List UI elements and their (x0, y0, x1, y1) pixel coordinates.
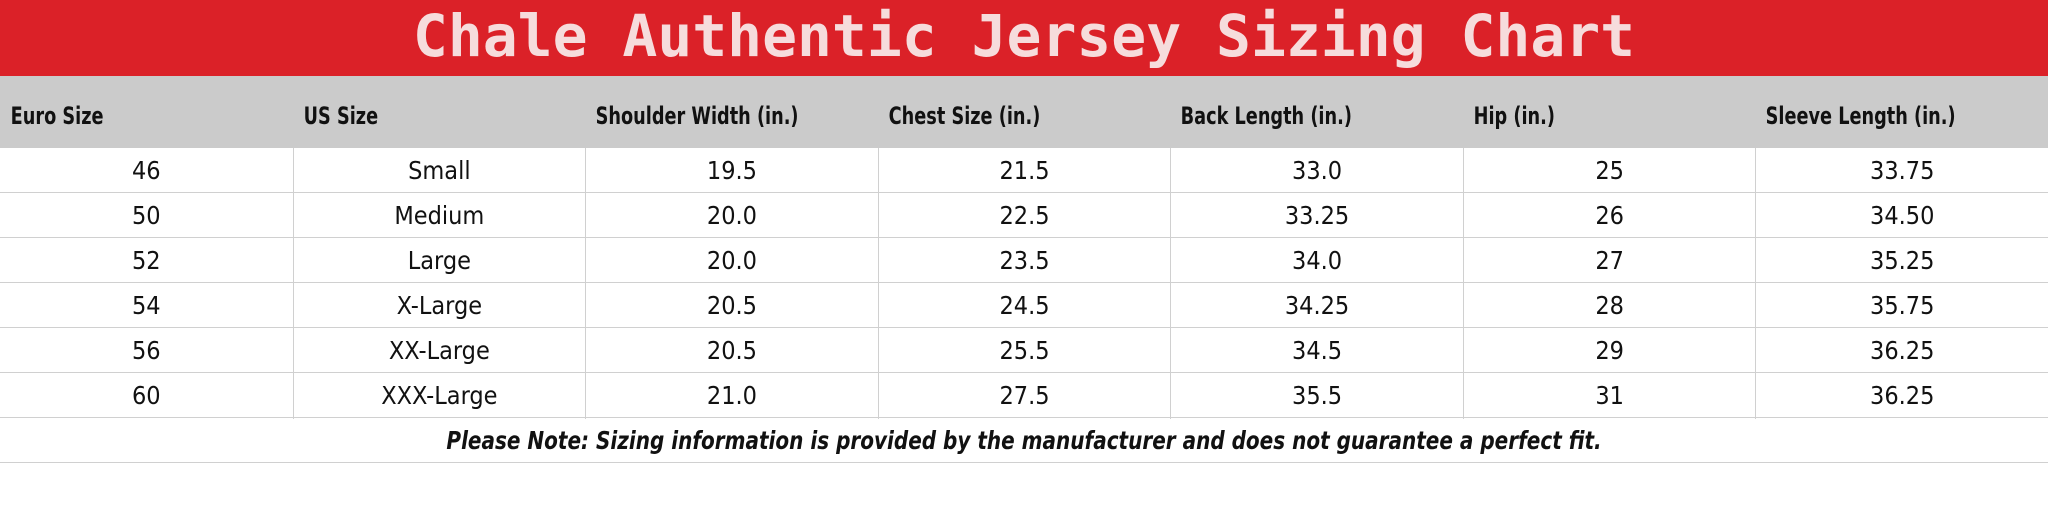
table-row: 46 Small 19.5 21.5 33.0 25 33.75 (0, 148, 2048, 194)
cell: X-Large (292, 283, 586, 329)
cell: 34.5 (1170, 328, 1463, 374)
cell: 33.25 (1170, 193, 1463, 239)
cell: 36.25 (1755, 373, 2048, 419)
title: Chale Authentic Jersey Sizing Chart (0, 0, 2048, 76)
table-row: 60 XXX-Large 21.0 27.5 35.5 31 36.25 (0, 373, 2048, 419)
cell: 33.75 (1755, 148, 2048, 194)
cell: 46 (131, 156, 161, 185)
cell: 25.5 (877, 328, 1171, 374)
table-row: 52 Large 20.0 23.5 34.0 27 35.25 (0, 238, 2048, 284)
cell: 28 (1462, 283, 1756, 329)
column-header: Chest Size (in.) (888, 102, 1041, 130)
cell: 20.0 (585, 238, 878, 284)
table: Euro Size US Size Shoulder Width (in.) Ches… (0, 76, 2048, 419)
cell: 36.25 (1755, 328, 2048, 374)
note-row: Please Note: Sizing information is provi… (0, 418, 2048, 463)
cell: 34.0 (1170, 238, 1463, 284)
cell: 21.0 (585, 373, 878, 419)
column-header: Euro Size (10, 102, 104, 130)
column-header: Back Length (in.) (1180, 102, 1353, 130)
cell: Small (292, 148, 586, 194)
table-row: 56 XX-Large 20.5 25.5 34.5 29 36.25 (0, 328, 2048, 374)
header-row: Euro Size US Size Shoulder Width (in.) Ches… (0, 76, 2048, 148)
cell: 26 (1462, 193, 1756, 239)
table-row: 54 X-Large 20.5 24.5 34.25 28 35.75 (0, 283, 2048, 329)
cell: 52 (131, 246, 161, 275)
cell: 24.5 (877, 283, 1171, 329)
cell: 21.5 (877, 148, 1171, 194)
note: Please Note: Sizing information is provi… (446, 426, 1602, 455)
cell: 56 (131, 336, 161, 365)
cell: 20.5 (585, 328, 878, 374)
cell: 35.25 (1755, 238, 2048, 284)
cell: 19.5 (585, 148, 878, 194)
cell: 27 (1462, 238, 1756, 284)
cell: XX-Large (292, 328, 586, 374)
cell: 54 (131, 291, 161, 320)
cell: 23.5 (877, 238, 1171, 284)
cell: 20.0 (585, 193, 878, 239)
cell: 34.50 (1755, 193, 2048, 239)
cell: 22.5 (877, 193, 1171, 239)
cell: 35.5 (1170, 373, 1463, 419)
cell: 33.0 (1170, 148, 1463, 194)
cell: 31 (1462, 373, 1756, 419)
cell: 50 (131, 201, 161, 230)
cell: 27.5 (877, 373, 1171, 419)
cell: Medium (292, 193, 586, 239)
cell: 60 (131, 381, 161, 410)
cell: 35.75 (1755, 283, 2048, 329)
column-header: Hip (in.) (1473, 102, 1555, 130)
cell: 34.25 (1170, 283, 1463, 329)
column-header: Shoulder Width (in.) (595, 102, 799, 130)
table-row: 50 Medium 20.0 22.5 33.25 26 34.50 (0, 193, 2048, 239)
cell: 20.5 (585, 283, 878, 329)
cell: XXX-Large (292, 373, 586, 419)
cell: Large (292, 238, 586, 284)
column-header: Sleeve Length (in.) (1766, 102, 1957, 130)
cell: 25 (1462, 148, 1756, 194)
cell: 29 (1462, 328, 1756, 374)
column-header: US Size (303, 102, 378, 130)
